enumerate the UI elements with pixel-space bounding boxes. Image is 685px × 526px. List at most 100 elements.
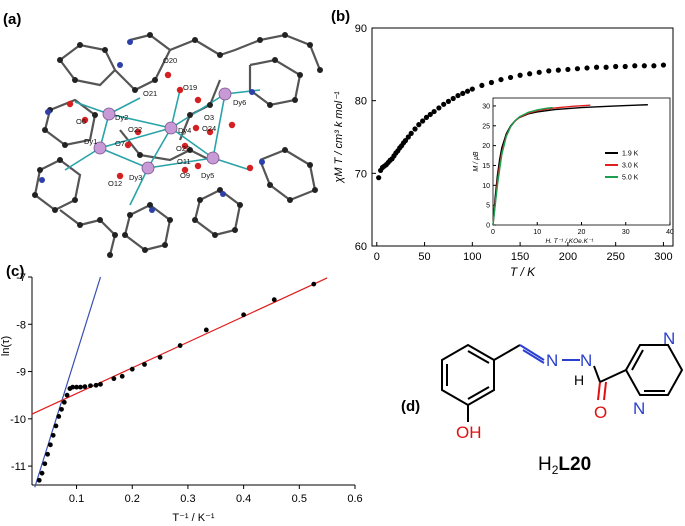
chart-c-point <box>203 327 209 333</box>
chart-b-point <box>427 111 433 118</box>
chart-b-point <box>479 82 485 89</box>
inset-legend-label: 3.0 K <box>622 163 639 170</box>
chart-b-point <box>445 98 452 104</box>
panel-label-a: (a) <box>3 11 22 28</box>
chart-b-point <box>584 65 590 71</box>
inset-legend-label: 5.0 K <box>622 175 639 182</box>
chart-b-point <box>455 92 461 99</box>
chart-c-point <box>88 383 93 389</box>
panel-label-c: (c) <box>6 263 25 280</box>
inset-xlabel: H. T⁻¹ / KOe.K⁻¹ <box>545 238 594 245</box>
chart-b-frame <box>371 27 674 247</box>
svg-text:Dy5: Dy5 <box>201 171 214 180</box>
svg-text:Dy4: Dy4 <box>178 126 191 135</box>
inset-xtick-label: 40 <box>666 229 674 236</box>
chart-b-point <box>632 63 638 69</box>
svg-text:N: N <box>580 351 592 370</box>
dysprosium-atoms <box>93 87 232 175</box>
chart-b-xtick-label: 0 <box>374 251 380 263</box>
chart-b-xtick-label: 200 <box>559 251 577 263</box>
chart-c-xlabel: T⁻¹ / K⁻¹ <box>172 512 215 524</box>
chart-b-point <box>431 108 437 115</box>
chart-b-xtick-label: 300 <box>654 251 672 263</box>
nitrogen-atoms <box>39 39 265 213</box>
svg-text:H: H <box>574 372 584 388</box>
carbon-atoms <box>32 32 323 258</box>
chart-b-point <box>460 90 466 96</box>
chart-b-point <box>376 175 382 181</box>
chart-c-point <box>311 281 317 287</box>
svg-text:O3: O3 <box>204 113 214 122</box>
chart-c-point <box>39 470 45 476</box>
chart-b-point <box>603 64 609 70</box>
svg-text:Dy6: Dy6 <box>233 98 246 107</box>
chart-b-point <box>441 101 447 107</box>
inset-xtick-label: 10 <box>533 229 541 236</box>
chart-b-point <box>402 138 409 144</box>
chart-b-point <box>488 79 495 86</box>
chart-c-ytick-label: -7 <box>16 272 26 284</box>
svg-text:N: N <box>663 330 675 348</box>
chart-b-xtick-label: 150 <box>511 251 529 263</box>
chart-b-point <box>507 74 514 81</box>
inset-ytick-label: 15 <box>482 163 490 170</box>
svg-text:N: N <box>633 399 645 418</box>
inset-ytick-label: 10 <box>482 183 490 190</box>
inset-ytick-label: 25 <box>482 123 490 130</box>
chart-c-point <box>142 362 147 367</box>
chart-ln-tau: 0.1 0.2 0.3 0.4 0.5 0.6 -7 -8 -9 -10 -11 T⁻¹ / K⁻¹ l… <box>0 272 363 524</box>
molecule-atoms: N N OH O N N H <box>456 330 675 442</box>
chart-c-xtick-label: 0.3 <box>180 493 195 505</box>
chart-c-ylabel: ln(τ) <box>0 336 12 356</box>
inset-legend-label: 1.9 K <box>622 151 639 158</box>
svg-text:O24: O24 <box>202 124 216 133</box>
chart-b-xtick-label: 50 <box>418 251 430 263</box>
chart-b-point <box>416 122 422 128</box>
chart-b-point <box>574 66 581 72</box>
inset-series-line <box>492 106 553 226</box>
svg-text:Dy1: Dy1 <box>84 137 97 146</box>
chart-c-point <box>93 382 99 388</box>
panel-label-b: (b) <box>331 8 351 25</box>
svg-text:Dy2: Dy2 <box>115 113 128 122</box>
svg-text:O23: O23 <box>176 144 190 153</box>
chart-c-point <box>61 399 67 405</box>
chart-c-point <box>177 343 183 348</box>
chart-b-ytick-label: 80 <box>355 96 367 108</box>
chart-b-point <box>536 69 542 75</box>
chart-b-point <box>555 67 561 73</box>
svg-text:O: O <box>594 403 607 422</box>
chart-c-fit-line <box>34 276 102 488</box>
chart-c-xtick-label: 0.4 <box>236 493 251 505</box>
chart-c-point <box>50 432 56 438</box>
chart-b-point <box>565 66 571 73</box>
chart-b-xlabel: T / K <box>510 265 536 279</box>
svg-text:O11: O11 <box>177 157 191 166</box>
inset-ytick-label: 20 <box>482 143 490 150</box>
chart-c-xtick-label: 0.6 <box>347 493 362 505</box>
inset-ytick-label: 0 <box>486 223 490 230</box>
oxygen-atoms <box>66 71 254 180</box>
chart-c-ytick-label: -8 <box>16 319 26 331</box>
inset-frame <box>492 97 671 226</box>
chart-b-point <box>408 130 414 136</box>
inset-xtick-label: 30 <box>622 229 630 236</box>
chart-b-point <box>641 63 647 69</box>
chart-b-point <box>469 86 475 92</box>
svg-text:O9: O9 <box>180 171 190 180</box>
chart-b-point <box>420 118 426 124</box>
chart-b-ytick-label: 90 <box>355 23 367 35</box>
atom-labels: O20 O21 O19 Dy6 Dy2 O6 O22 Dy4 O3 O24 Dy… <box>76 56 246 188</box>
chart-c-point <box>98 381 103 387</box>
panel-label-d: (d) <box>401 398 421 415</box>
crystal-structure-image: O20 O21 O19 Dy6 Dy2 O6 O22 Dy4 O3 O24 Dy… <box>32 32 323 258</box>
chart-c-point <box>36 477 42 483</box>
svg-text:N: N <box>546 351 558 370</box>
chart-c-point <box>70 384 76 390</box>
chart-c-point <box>111 376 117 382</box>
chart-b-point <box>517 72 523 78</box>
chart-c-point <box>74 384 79 390</box>
molecule-h2l20: N N OH O N N H H2L20 <box>441 330 684 477</box>
chart-b-point <box>660 62 667 68</box>
chart-c-point <box>64 392 70 398</box>
